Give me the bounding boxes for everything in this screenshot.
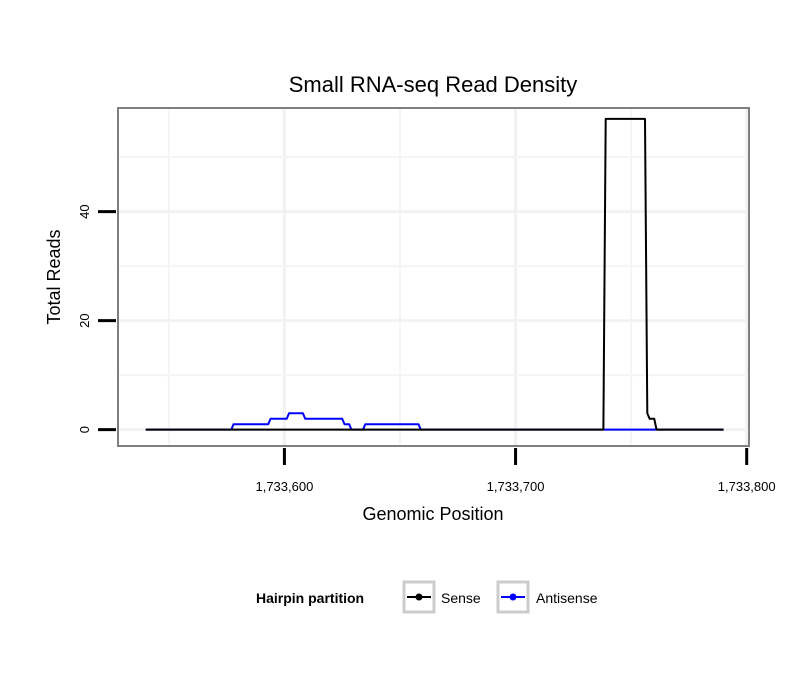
x-tick-label-2: 1,733,800 bbox=[718, 479, 776, 494]
y-axis: 0 20 40 bbox=[77, 204, 116, 433]
chart-title: Small RNA-seq Read Density bbox=[289, 72, 578, 97]
series-line-antisense bbox=[145, 412, 724, 431]
x-tick-label-0: 1,733,600 bbox=[255, 479, 313, 494]
x-axis: 1,733,600 1,733,700 1,733,800 bbox=[255, 448, 776, 494]
y-axis-title: Total Reads bbox=[44, 229, 64, 324]
y-tick-label-0: 0 bbox=[77, 426, 92, 433]
y-tick-label-2: 40 bbox=[77, 204, 92, 218]
legend-label-antisense: Antisense bbox=[536, 590, 598, 606]
legend-dot-sense bbox=[415, 593, 423, 601]
plot-panel-border bbox=[117, 107, 750, 447]
series-line-sense bbox=[145, 117, 724, 431]
x-axis-title: Genomic Position bbox=[362, 504, 503, 524]
legend-dot-antisense bbox=[509, 593, 517, 601]
legend-title: Hairpin partition bbox=[256, 590, 364, 606]
legend-label-sense: Sense bbox=[441, 590, 481, 606]
y-tick-label-1: 20 bbox=[77, 313, 92, 327]
data-series bbox=[145, 117, 724, 431]
x-tick-label-1: 1,733,700 bbox=[487, 479, 545, 494]
legend-item-sense: Sense bbox=[402, 580, 481, 614]
legend-item-antisense: Antisense bbox=[496, 580, 598, 614]
legend: Hairpin partition Sense Antisense bbox=[256, 580, 598, 614]
